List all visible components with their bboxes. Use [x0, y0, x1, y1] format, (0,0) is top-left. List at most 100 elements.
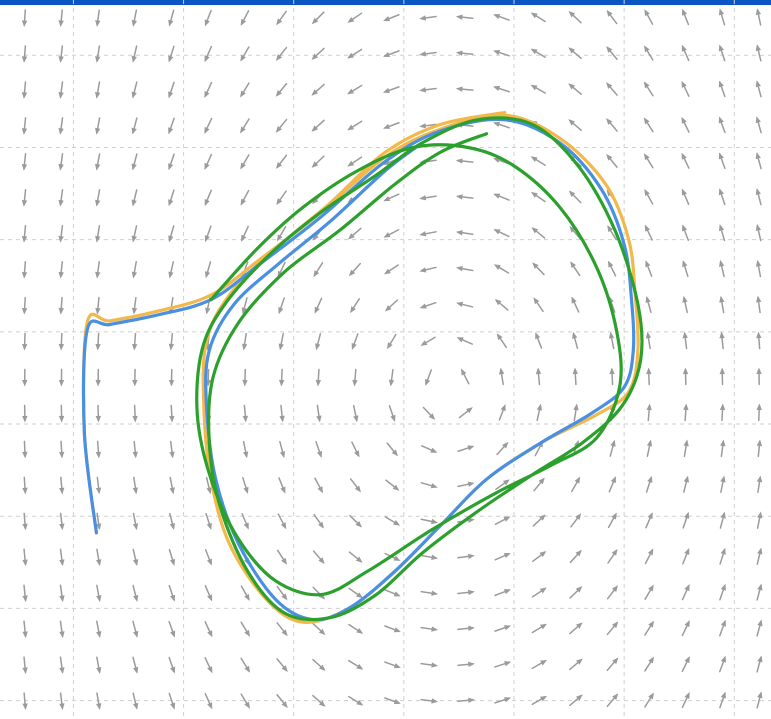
field-arrow [240, 657, 251, 673]
field-arrow [718, 80, 726, 98]
field-arrow [495, 479, 510, 490]
field-arrow [205, 512, 212, 530]
field-arrow [132, 404, 138, 423]
field-arrow [168, 117, 175, 135]
field-arrow [348, 227, 362, 240]
field-arrow [131, 225, 138, 243]
field-arrow [384, 697, 401, 705]
field-arrow [573, 403, 579, 422]
field-arrow [168, 584, 176, 602]
field-arrow [646, 367, 652, 386]
field-arrow [645, 260, 653, 277]
field-arrow [496, 333, 508, 349]
field-arrow [755, 259, 762, 278]
field-arrow [419, 87, 437, 93]
field-arrow [530, 12, 546, 23]
field-arrow [276, 622, 288, 637]
field-arrow [348, 262, 362, 277]
field-arrow [58, 260, 64, 279]
field-arrow [204, 692, 213, 710]
field-arrow [420, 698, 439, 704]
field-arrow [457, 445, 475, 453]
field-arrow [347, 120, 363, 131]
field-arrow [457, 589, 475, 596]
field-arrow [382, 86, 400, 93]
field-arrow [420, 482, 438, 489]
field-arrow [643, 117, 654, 133]
field-arrow [682, 547, 690, 565]
field-arrow [204, 549, 212, 566]
field-arrow [719, 295, 725, 314]
top-color-bar [0, 0, 771, 5]
field-arrow [645, 331, 652, 350]
field-arrow [683, 475, 689, 493]
field-arrow [384, 625, 401, 633]
field-arrow [569, 694, 583, 707]
field-arrow [536, 403, 543, 422]
field-arrow [756, 439, 763, 458]
field-arrow [132, 548, 139, 567]
field-arrow [719, 331, 725, 350]
field-arrow [644, 224, 653, 241]
field-arrow [22, 404, 28, 423]
field-arrow [756, 367, 762, 386]
field-arrow [681, 44, 690, 62]
field-arrow [419, 51, 437, 57]
field-arrow [131, 9, 138, 27]
field-arrow [275, 118, 288, 133]
field-arrow [168, 153, 175, 171]
field-arrow [59, 476, 65, 495]
field-arrow [383, 264, 399, 275]
field-arrow [96, 692, 102, 710]
field-arrow [95, 225, 101, 243]
field-arrow [204, 153, 213, 170]
field-arrow [240, 585, 250, 601]
field-arrow [496, 441, 509, 456]
field-arrow [348, 551, 363, 563]
field-arrow [315, 333, 322, 351]
field-arrow [22, 512, 28, 531]
field-arrow [383, 193, 400, 202]
field-arrow [718, 44, 726, 62]
field-arrow [493, 229, 510, 238]
field-arrow [681, 80, 690, 97]
field-arrow [530, 84, 547, 94]
field-arrow [21, 153, 28, 171]
field-arrow [132, 692, 139, 710]
field-arrow [606, 9, 618, 25]
field-arrow [240, 46, 250, 62]
field-arrow [530, 156, 546, 167]
field-arrow [606, 693, 619, 708]
field-arrow [95, 368, 101, 387]
field-arrow [59, 692, 65, 710]
field-arrow [756, 511, 763, 529]
field-arrow [570, 513, 582, 528]
field-arrow [277, 513, 287, 530]
field-arrow [205, 476, 212, 495]
trajectory-blue [81, 117, 636, 622]
field-arrow [682, 331, 688, 350]
field-arrow [420, 590, 439, 596]
field-arrow [756, 655, 763, 673]
field-arrow [58, 117, 64, 135]
field-arrow [96, 584, 102, 603]
field-arrow [718, 152, 726, 170]
field-arrow [419, 231, 437, 237]
field-arrow [530, 48, 547, 59]
field-arrow [420, 626, 439, 632]
field-arrow [384, 299, 399, 312]
field-arrow [755, 8, 762, 26]
field-arrow [241, 513, 249, 530]
field-arrow [204, 189, 212, 207]
field-arrow [22, 440, 28, 459]
field-arrow [351, 441, 360, 458]
field-arrow [569, 622, 583, 635]
field-arrow [494, 299, 509, 311]
field-arrow [21, 224, 28, 243]
trajectory-layer [81, 110, 644, 624]
field-arrow [756, 691, 763, 709]
field-arrow [719, 511, 726, 529]
field-arrow [276, 658, 288, 672]
field-arrow [532, 551, 547, 563]
